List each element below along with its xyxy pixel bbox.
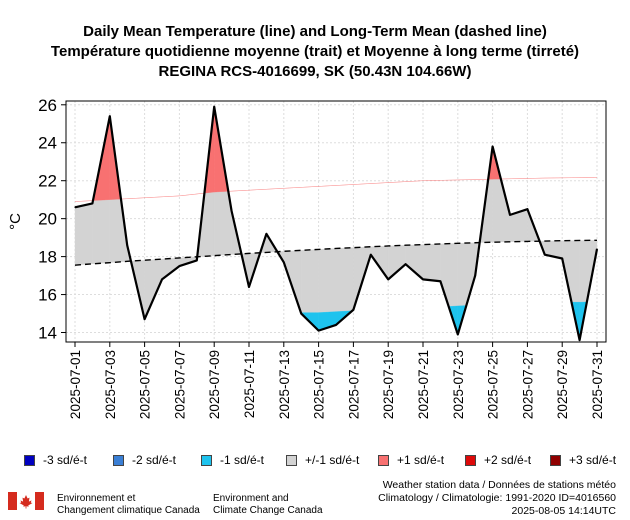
daily-mean-point — [265, 233, 267, 235]
normal-band-segment — [335, 247, 354, 312]
org-name-en-line2: Climate Change Canada — [213, 505, 323, 516]
x-tick-label: 2025-07-09 — [207, 350, 222, 419]
normal-band-segment — [92, 199, 110, 264]
x-tick-label: 2025-07-05 — [138, 350, 153, 419]
daily-mean-point — [439, 280, 441, 282]
daily-mean-point — [109, 115, 111, 117]
legend-swatch — [24, 454, 35, 466]
legend-label: +2 sd/é-t — [484, 453, 532, 467]
daily-mean-point — [387, 278, 389, 280]
daily-mean-point — [422, 278, 424, 280]
normal-band-segment — [74, 203, 93, 266]
daily-mean-point — [248, 286, 250, 288]
y-tick-label: 20 — [38, 210, 57, 229]
daily-mean-point — [457, 333, 459, 336]
daily-mean-point — [352, 309, 354, 311]
x-tick-label: 2025-07-31 — [590, 350, 605, 419]
legend-label: +/-1 sd/é-t — [305, 453, 360, 467]
legend-swatch — [113, 454, 124, 466]
daily-mean-point — [91, 202, 93, 205]
chart-title-line2: Température quotidienne moyenne (trait) … — [50, 43, 580, 60]
daily-mean-point — [370, 254, 372, 256]
daily-mean-point — [405, 263, 407, 265]
temperature-chart: 14 16 18 20 22 24 26 °C 2025-07-01 2025-07-03 2025… — [7, 96, 607, 419]
daily-mean-point — [596, 248, 598, 250]
legend-item: +2 sd/é-t — [465, 452, 531, 468]
x-tick-label: 2025-07-13 — [277, 350, 292, 419]
legend-label: +3 sd/é-t — [569, 453, 617, 467]
legend-swatch — [286, 454, 297, 466]
legend-label: -3 sd/é-t — [43, 453, 88, 467]
x-tick-label: 2025-07-29 — [555, 350, 570, 419]
daily-mean-point — [126, 244, 128, 246]
y-tick-label: 24 — [38, 134, 57, 153]
x-tick-label: 2025-07-21 — [416, 350, 431, 419]
x-tick-label: 2025-07-11 — [242, 350, 257, 418]
daily-mean-point — [526, 208, 529, 210]
x-tick-label: 2025-07-03 — [103, 350, 118, 419]
daily-mean-point — [579, 339, 581, 341]
legend-item: -1 sd/é-t — [201, 452, 264, 468]
y-tick-label: 18 — [38, 248, 57, 267]
legend-swatch — [201, 454, 212, 466]
x-tick-label: 2025-07-23 — [451, 350, 466, 419]
daily-mean-point — [144, 318, 146, 320]
legend-item: -3 sd/é-t — [24, 452, 87, 468]
legend-label: -1 sd/é-t — [220, 453, 265, 467]
legend-swatch — [378, 454, 389, 466]
daily-mean-point — [544, 254, 546, 256]
credit-line3: 2025-08-05 14:14UTC — [511, 505, 616, 517]
credit-line1: Weather station data / Données de statio… — [382, 479, 616, 491]
legend-swatch — [465, 454, 476, 466]
org-name-en-line1: Environment and — [213, 493, 289, 504]
daily-mean-point — [213, 106, 215, 108]
daily-mean-point — [283, 261, 285, 263]
y-tick-label: 16 — [38, 286, 57, 305]
legend-item: +/-1 sd/é-t — [286, 452, 359, 468]
y-axis-label: °C — [7, 213, 24, 230]
legend-label: -2 sd/é-t — [132, 453, 177, 467]
credit-line2: Climatology / Climatologie: 1991-2020 ID… — [378, 492, 616, 504]
chart-title-line3: REGINA RCS-4016699, SK (50.43N 104.66W) — [158, 63, 472, 80]
org-name-fr-line2: Changement climatique Canada — [57, 505, 200, 516]
legend-item: +1 sd/é-t — [378, 452, 444, 468]
x-tick-label: 2025-07-25 — [486, 350, 501, 419]
daily-mean-point — [492, 145, 494, 148]
x-tick-label: 2025-07-17 — [346, 350, 361, 419]
x-tick-label: 2025-07-15 — [312, 350, 327, 419]
daily-mean-point — [231, 210, 233, 212]
y-tick-label: 26 — [38, 96, 57, 115]
normal-band-segment — [422, 243, 441, 282]
daily-mean-point — [474, 274, 476, 277]
daily-mean-point — [561, 257, 563, 260]
normal-band-segment — [301, 249, 319, 313]
legend-item: -2 sd/é-t — [113, 452, 176, 468]
chart-title-line1: Daily Mean Temperature (line) and Long-T… — [83, 23, 547, 40]
x-tick-label: 2025-07-19 — [381, 350, 396, 419]
normal-band-segment — [318, 248, 337, 313]
y-tick-label: 14 — [38, 324, 57, 343]
legend-swatch — [550, 454, 561, 466]
org-name-fr-line1: Environnement et — [57, 493, 136, 504]
daily-mean-point — [196, 259, 198, 262]
daily-mean-point — [509, 214, 511, 216]
x-tick-label: 2025-07-07 — [172, 350, 187, 419]
legend-label: +1 sd/é-t — [397, 453, 445, 467]
daily-mean-point — [318, 330, 320, 332]
daily-mean-point — [161, 278, 163, 280]
x-tick-label: 2025-07-27 — [520, 350, 535, 419]
y-tick-label: 22 — [38, 172, 57, 191]
plot-frame — [65, 100, 607, 343]
legend-item: +3 sd/é-t — [550, 452, 616, 468]
daily-mean-point — [74, 206, 76, 208]
daily-mean-point — [178, 265, 180, 267]
daily-mean-point — [335, 324, 337, 326]
x-tick-label: 2025-07-01 — [68, 350, 83, 419]
long-term-mean-line — [74, 239, 598, 266]
canada-flag-icon — [8, 492, 44, 510]
daily-mean-point — [300, 312, 302, 315]
